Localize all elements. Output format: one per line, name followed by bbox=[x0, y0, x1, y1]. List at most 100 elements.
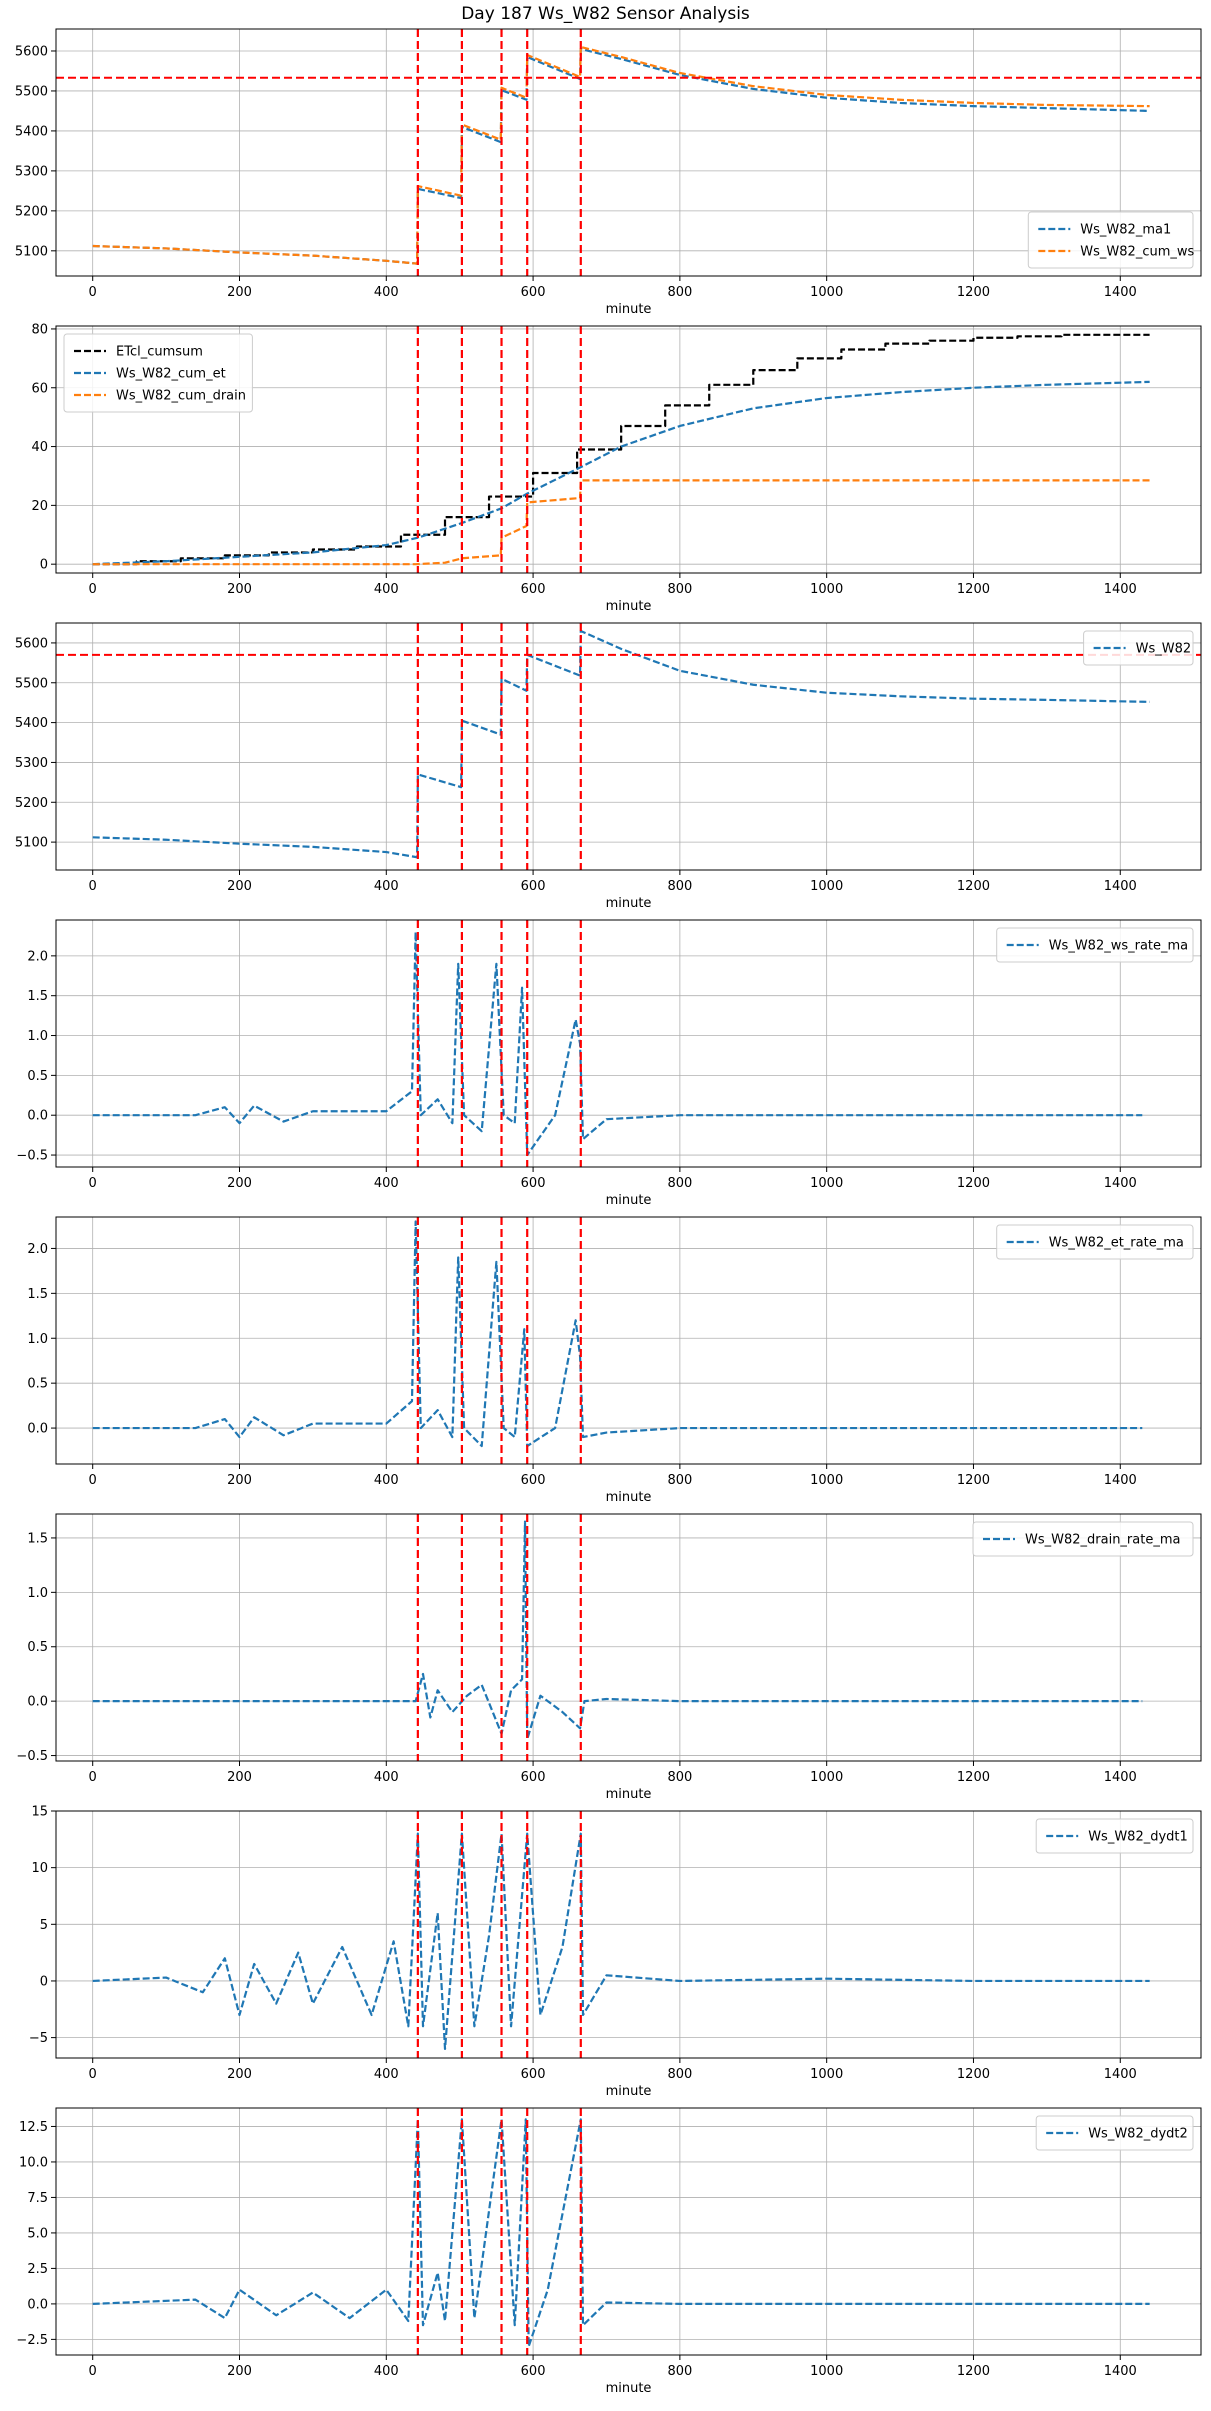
x-tick-label: 800 bbox=[667, 879, 692, 894]
y-tick-label: 0.0 bbox=[27, 1109, 48, 1124]
x-tick-label: 1000 bbox=[810, 1176, 843, 1191]
x-tick-label: 600 bbox=[521, 1176, 546, 1191]
x-axis-label: minute bbox=[606, 1787, 652, 1802]
x-tick-label: 0 bbox=[89, 285, 97, 300]
y-tick-label: 5.0 bbox=[27, 2226, 48, 2241]
x-axis-label: minute bbox=[606, 2084, 652, 2099]
series-line-Ws_W82_et_rate_ma bbox=[92, 1220, 1143, 1448]
series-line-Ws_W82_dydt1 bbox=[92, 1832, 1150, 2051]
legend-label: Ws_W82_drain_rate_ma bbox=[1025, 1533, 1180, 1548]
x-tick-label: 0 bbox=[89, 1473, 97, 1488]
y-tick-label: 5200 bbox=[15, 796, 48, 811]
legend-box bbox=[996, 1224, 1194, 1260]
x-tick-label: 600 bbox=[521, 879, 546, 894]
x-tick-label: 800 bbox=[667, 1176, 692, 1191]
x-tick-label: 1000 bbox=[810, 2364, 843, 2379]
axes-frame bbox=[55, 28, 1202, 277]
x-tick-label: 1400 bbox=[1104, 2067, 1137, 2082]
legend-label: Ws_W82_cum_et bbox=[116, 367, 226, 382]
series-line-Ws_W82_dydt2 bbox=[92, 2118, 1150, 2348]
y-tick-label: −5 bbox=[29, 2031, 48, 2046]
x-tick-label: 1000 bbox=[810, 1473, 843, 1488]
series-line-Ws_W82_cum_drain bbox=[92, 479, 1150, 566]
y-tick-label: 80 bbox=[31, 322, 48, 337]
x-tick-label: 0 bbox=[89, 582, 97, 597]
plot-area bbox=[92, 1217, 1143, 1464]
x-axis-label: minute bbox=[606, 599, 652, 614]
x-tick-label: 1400 bbox=[1104, 1770, 1137, 1785]
axes-frame bbox=[55, 919, 1202, 1168]
x-tick-label: 600 bbox=[521, 2364, 546, 2379]
x-tick-label: 1200 bbox=[957, 285, 990, 300]
y-tick-label: 0 bbox=[40, 1974, 48, 1989]
x-tick-label: 0 bbox=[89, 1176, 97, 1191]
y-tick-label: 0.5 bbox=[27, 1069, 48, 1084]
x-tick-label: 400 bbox=[374, 1770, 399, 1785]
y-tick-label: 5400 bbox=[15, 124, 48, 139]
y-tick-label: 5200 bbox=[15, 204, 48, 219]
x-axis-label: minute bbox=[606, 896, 652, 911]
legend-label: Ws_W82_cum_ws bbox=[1080, 245, 1194, 260]
x-tick-label: 1200 bbox=[957, 2364, 990, 2379]
legend-label: Ws_W82_et_rate_ma bbox=[1049, 1236, 1184, 1251]
x-tick-label: 600 bbox=[521, 285, 546, 300]
legend-box bbox=[1035, 1818, 1194, 1854]
y-tick-label: 1.5 bbox=[27, 1531, 48, 1546]
legend: Ws_W82_et_rate_ma bbox=[996, 1224, 1194, 1260]
y-tick-label: 0.5 bbox=[27, 1377, 48, 1392]
y-tick-label: 2.0 bbox=[27, 1242, 48, 1257]
y-tick-label: 5 bbox=[40, 1918, 48, 1933]
y-tick-label: 0.0 bbox=[27, 2297, 48, 2312]
y-tick-label: 0 bbox=[40, 558, 48, 573]
x-tick-label: 400 bbox=[374, 582, 399, 597]
y-tick-label: 5100 bbox=[15, 836, 48, 851]
y-tick-label: 5300 bbox=[15, 164, 48, 179]
y-tick-label: 5500 bbox=[15, 84, 48, 99]
series-line-Ws_W82_cum_ws bbox=[92, 45, 1150, 265]
y-tick-label: −0.5 bbox=[16, 1749, 48, 1764]
legend-label: ETcl_cumsum bbox=[116, 345, 203, 360]
x-tick-label: 1200 bbox=[957, 879, 990, 894]
chart-panel-3: 0 200 400 600 800 1000 1200 1400 5100 5200 5300 540… bbox=[15, 622, 1202, 911]
x-tick-label: 1400 bbox=[1104, 1176, 1137, 1191]
legend-box bbox=[972, 1521, 1194, 1557]
x-tick-label: 1400 bbox=[1104, 582, 1137, 597]
axes-frame bbox=[55, 325, 1202, 574]
x-tick-label: 1200 bbox=[957, 1473, 990, 1488]
y-tick-label: 0.0 bbox=[27, 1422, 48, 1437]
legend-label: Ws_W82_ma1 bbox=[1080, 223, 1171, 238]
y-tick-label: 2.0 bbox=[27, 949, 48, 964]
x-tick-label: 1200 bbox=[957, 582, 990, 597]
chart-panel-5: 0 200 400 600 800 1000 1200 1400 0.0 0.5 1.0 1.5 2.0… bbox=[27, 1216, 1202, 1505]
y-tick-label: 40 bbox=[31, 440, 48, 455]
plot-area bbox=[56, 29, 1201, 276]
y-tick-label: 5100 bbox=[15, 244, 48, 259]
y-tick-label: 12.5 bbox=[19, 2120, 48, 2135]
axes-frame bbox=[55, 1513, 1202, 1762]
axes-frame bbox=[55, 1216, 1202, 1465]
y-tick-label: −0.5 bbox=[16, 1149, 48, 1164]
x-tick-label: 200 bbox=[227, 1770, 252, 1785]
x-tick-label: 1000 bbox=[810, 2067, 843, 2082]
x-tick-label: 200 bbox=[227, 285, 252, 300]
axes-frame bbox=[55, 2107, 1202, 2356]
axes-frame bbox=[55, 1810, 1202, 2059]
x-tick-label: 800 bbox=[667, 1473, 692, 1488]
x-tick-label: 0 bbox=[89, 2067, 97, 2082]
x-axis-label: minute bbox=[606, 1193, 652, 1208]
x-tick-label: 400 bbox=[374, 1176, 399, 1191]
y-tick-label: 5500 bbox=[15, 676, 48, 691]
legend: Ws_W82_dydt1 bbox=[1035, 1818, 1194, 1854]
series-line-ETcl_cumsum bbox=[92, 333, 1150, 566]
y-tick-label: 1.0 bbox=[27, 1332, 48, 1347]
y-tick-label: 5400 bbox=[15, 716, 48, 731]
y-tick-label: 1.5 bbox=[27, 1287, 48, 1302]
legend-box bbox=[1027, 211, 1194, 269]
x-tick-label: 400 bbox=[374, 1473, 399, 1488]
x-tick-label: 0 bbox=[89, 1770, 97, 1785]
x-tick-label: 200 bbox=[227, 1473, 252, 1488]
x-tick-label: 600 bbox=[521, 2067, 546, 2082]
series-line-Ws_W82_ws_rate_ma bbox=[92, 930, 1143, 1157]
legend-label: Ws_W82_ws_rate_ma bbox=[1049, 939, 1188, 954]
series-line-Ws_W82 bbox=[92, 629, 1150, 859]
